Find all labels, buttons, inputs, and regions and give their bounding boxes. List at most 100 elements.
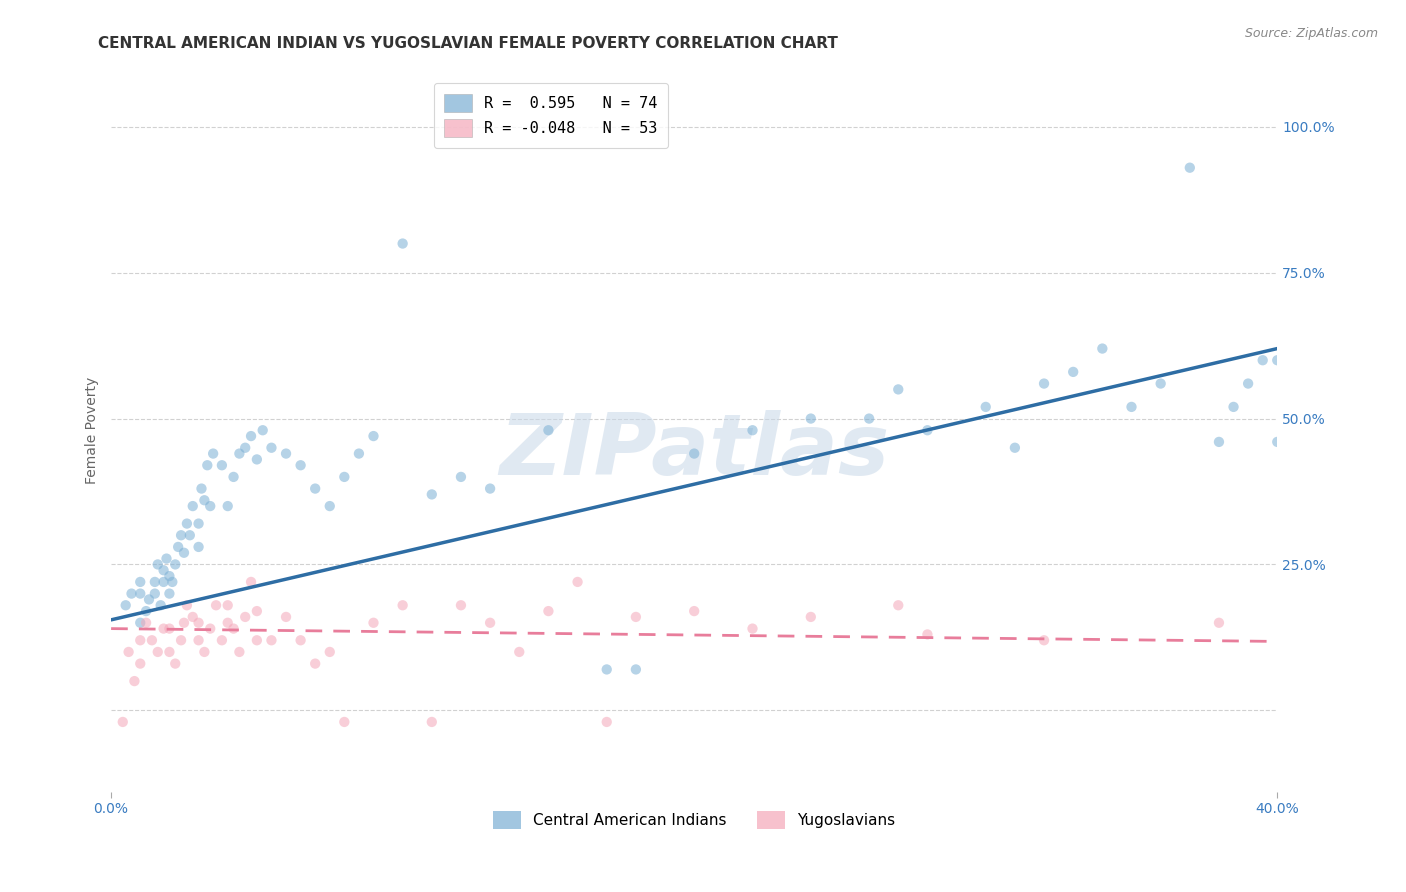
Point xyxy=(181,610,204,624)
Point xyxy=(319,499,342,513)
Point xyxy=(233,610,256,624)
Point xyxy=(114,599,136,613)
Point xyxy=(141,633,163,648)
Point xyxy=(176,599,198,613)
Point xyxy=(173,615,195,630)
Point xyxy=(274,446,297,460)
Point xyxy=(217,499,239,513)
Point xyxy=(450,599,472,613)
Point xyxy=(260,441,283,455)
Point xyxy=(217,615,239,630)
Point xyxy=(152,563,174,577)
Point xyxy=(222,470,245,484)
Point xyxy=(129,574,152,589)
Point xyxy=(155,551,177,566)
Point xyxy=(1062,365,1084,379)
Point xyxy=(420,714,443,729)
Point xyxy=(124,674,146,689)
Point xyxy=(193,645,215,659)
Point xyxy=(146,645,169,659)
Point xyxy=(190,482,212,496)
Point xyxy=(246,633,269,648)
Point xyxy=(479,615,502,630)
Point xyxy=(1265,434,1288,449)
Point xyxy=(152,622,174,636)
Point xyxy=(129,633,152,648)
Point xyxy=(347,446,370,460)
Point xyxy=(165,657,187,671)
Point xyxy=(624,610,647,624)
Point xyxy=(567,574,589,589)
Point xyxy=(211,458,233,473)
Point xyxy=(121,586,143,600)
Point xyxy=(1265,353,1288,368)
Point xyxy=(200,499,222,513)
Point xyxy=(246,604,269,618)
Point xyxy=(246,452,269,467)
Point xyxy=(917,423,939,437)
Point xyxy=(1178,161,1201,175)
Point xyxy=(157,622,180,636)
Point xyxy=(143,586,166,600)
Point xyxy=(363,429,385,443)
Point xyxy=(974,400,997,414)
Point xyxy=(146,558,169,572)
Point xyxy=(129,586,152,600)
Y-axis label: Female Poverty: Female Poverty xyxy=(86,376,100,483)
Point xyxy=(800,610,823,624)
Point xyxy=(129,657,152,671)
Point xyxy=(1091,342,1114,356)
Point xyxy=(1208,434,1230,449)
Point xyxy=(537,604,560,618)
Point xyxy=(187,516,209,531)
Point xyxy=(917,627,939,641)
Point xyxy=(858,411,880,425)
Point xyxy=(274,610,297,624)
Point xyxy=(304,657,326,671)
Point xyxy=(173,546,195,560)
Point xyxy=(111,714,134,729)
Point xyxy=(450,470,472,484)
Point xyxy=(202,446,225,460)
Point xyxy=(157,586,180,600)
Point xyxy=(162,574,184,589)
Text: ZIPatlas: ZIPatlas xyxy=(499,410,890,493)
Point xyxy=(143,574,166,589)
Point xyxy=(363,615,385,630)
Point xyxy=(176,516,198,531)
Text: CENTRAL AMERICAN INDIAN VS YUGOSLAVIAN FEMALE POVERTY CORRELATION CHART: CENTRAL AMERICAN INDIAN VS YUGOSLAVIAN F… xyxy=(98,36,838,51)
Point xyxy=(290,633,312,648)
Point xyxy=(800,411,823,425)
Point xyxy=(240,574,263,589)
Point xyxy=(240,429,263,443)
Point xyxy=(217,599,239,613)
Point xyxy=(135,615,157,630)
Point xyxy=(391,599,413,613)
Point xyxy=(741,423,763,437)
Point xyxy=(741,622,763,636)
Point xyxy=(391,236,413,251)
Point xyxy=(211,633,233,648)
Point xyxy=(252,423,274,437)
Point xyxy=(319,645,342,659)
Point xyxy=(205,599,228,613)
Point xyxy=(170,633,193,648)
Point xyxy=(1121,400,1143,414)
Point xyxy=(200,622,222,636)
Point xyxy=(260,633,283,648)
Point xyxy=(1237,376,1260,391)
Point xyxy=(228,645,250,659)
Point xyxy=(179,528,201,542)
Point xyxy=(228,446,250,460)
Point xyxy=(479,482,502,496)
Point xyxy=(1208,615,1230,630)
Point xyxy=(117,645,139,659)
Point xyxy=(887,383,910,397)
Point xyxy=(129,615,152,630)
Point xyxy=(683,604,706,618)
Point xyxy=(304,482,326,496)
Point xyxy=(187,633,209,648)
Point xyxy=(187,540,209,554)
Point xyxy=(420,487,443,501)
Point xyxy=(135,604,157,618)
